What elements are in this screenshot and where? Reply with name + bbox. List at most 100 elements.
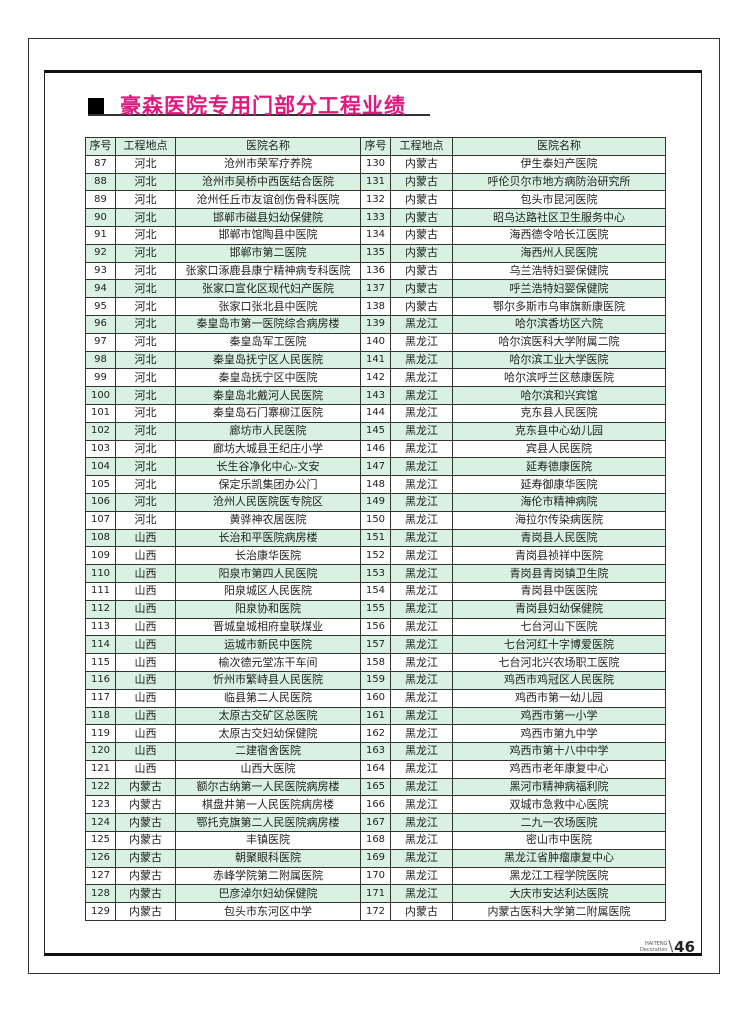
cell-location: 河北 (115, 350, 176, 370)
cell-seq: 168 (360, 831, 391, 850)
cell-location: 内蒙古 (390, 172, 453, 192)
cell-hospital-name: 鸡西市第十八中中学 (452, 742, 666, 761)
cell-seq: 140 (360, 332, 391, 352)
cell-location: 内蒙古 (390, 297, 453, 316)
cell-seq: 105 (85, 475, 116, 494)
cell-hospital-name: 延寿御康华医院 (452, 475, 666, 494)
cell-seq: 114 (85, 635, 116, 655)
cell-hospital-name: 哈尔滨呼兰区慈康医院 (452, 368, 666, 388)
cell-location: 黑龙江 (390, 492, 453, 512)
cell-seq: 144 (360, 403, 391, 423)
cell-hospital-name: 秦皇岛抚宁区人民医院 (175, 350, 361, 370)
cell-location: 内蒙古 (115, 866, 176, 886)
table-row: 94 河北 张家口宣化区现代妇产医院 137 内蒙古 呼兰浩特妇婴保健院 (85, 279, 666, 299)
cell-seq: 104 (85, 457, 116, 477)
cell-seq: 129 (85, 902, 116, 922)
slash-divider: \ (668, 939, 674, 955)
cell-hospital-name: 海伦市精神病院 (452, 492, 666, 512)
cell-seq: 132 (360, 190, 391, 210)
table-row: 102 河北 廊坊市人民医院 145 黑龙江 克东县中心幼儿园 (85, 421, 666, 441)
cell-seq: 128 (85, 884, 116, 904)
cell-location: 河北 (115, 332, 176, 352)
cell-seq: 157 (360, 635, 391, 655)
cell-hospital-name: 丰镇医院 (175, 831, 361, 850)
cell-seq: 92 (85, 243, 116, 263)
cell-location: 黑龙江 (390, 581, 453, 601)
cell-hospital-name: 张家口张北县中医院 (175, 297, 361, 316)
cell-location: 黑龙江 (390, 866, 453, 886)
table-row: 124 内蒙古 鄂托克旗第二人民医院病房楼 167 黑龙江 二九一农场医院 (85, 813, 666, 833)
cell-seq: 125 (85, 831, 116, 850)
cell-hospital-name: 黑龙江工程学院医院 (452, 866, 666, 886)
cell-location: 黑龙江 (390, 831, 453, 850)
table-row: 115 山西 榆次德元堂冻干车间 158 黑龙江 七台河北兴农场职工医院 (85, 653, 666, 672)
table-row: 109 山西 长治康华医院 152 黑龙江 青岗县祯祥中医院 (85, 546, 666, 566)
cell-seq: 87 (85, 154, 116, 174)
cell-seq: 89 (85, 190, 116, 210)
cell-location: 黑龙江 (390, 635, 453, 655)
table-row: 97 河北 秦皇岛军工医院 140 黑龙江 哈尔滨医科大学附属二院 (85, 332, 666, 352)
cell-hospital-name: 哈尔滨香坊区六院 (452, 314, 666, 334)
cell-location: 黑龙江 (390, 670, 453, 690)
cell-hospital-name: 青岗县妇幼保健院 (452, 599, 666, 619)
cell-hospital-name: 鸡西市第九中学 (452, 724, 666, 744)
cell-seq: 126 (85, 848, 116, 868)
cell-seq: 121 (85, 759, 116, 779)
cell-seq: 165 (360, 777, 391, 797)
cell-seq: 170 (360, 866, 391, 886)
cell-seq: 103 (85, 439, 116, 459)
cell-location: 河北 (115, 439, 176, 459)
cell-seq: 88 (85, 172, 116, 192)
cell-location: 山西 (115, 564, 176, 583)
cell-location: 黑龙江 (390, 510, 453, 530)
title-block: 豪森医院专用门部分工程业绩 (88, 92, 430, 118)
cell-location: 内蒙古 (115, 884, 176, 904)
table-row: 90 河北 邯郸市磁县妇幼保健院 133 内蒙古 昭乌达路社区卫生服务中心 (85, 208, 666, 227)
cell-location: 河北 (115, 403, 176, 423)
cell-hospital-name: 乌兰浩特妇婴保健院 (452, 261, 666, 281)
cell-location: 河北 (115, 279, 176, 299)
cell-location: 黑龙江 (390, 777, 453, 797)
cell-seq: 156 (360, 617, 391, 637)
cell-hospital-name: 廊坊大城县王纪庄小学 (175, 439, 361, 459)
table-row: 93 河北 张家口涿鹿县康宁精神病专科医院 136 内蒙古 乌兰浩特妇婴保健院 (85, 261, 666, 281)
cell-seq: 97 (85, 332, 116, 352)
cell-seq: 162 (360, 724, 391, 744)
cell-hospital-name: 巴彦淖尔妇幼保健院 (175, 884, 361, 904)
cell-hospital-name: 鸡西市第一小学 (452, 706, 666, 726)
cell-seq: 106 (85, 492, 116, 512)
cell-hospital-name: 内蒙古医科大学第二附属医院 (452, 902, 666, 922)
cell-location: 黑龙江 (390, 314, 453, 334)
cell-hospital-name: 鄂尔多斯市乌审旗新康医院 (452, 297, 666, 316)
cell-location: 黑龙江 (390, 653, 453, 672)
cell-hospital-name: 克东县人民医院 (452, 403, 666, 423)
cell-seq: 171 (360, 884, 391, 904)
cell-seq: 117 (85, 688, 116, 708)
cell-seq: 141 (360, 350, 391, 370)
table-row: 106 河北 沧州人民医院医专院区 149 黑龙江 海伦市精神病院 (85, 492, 666, 512)
cell-location: 山西 (115, 759, 176, 779)
page-footer: HAITENG Decoration \ 46 (640, 938, 695, 956)
cell-hospital-name: 青岗县青岗镇卫生院 (452, 564, 666, 583)
cell-hospital-name: 秦皇岛市第一医院综合病房楼 (175, 314, 361, 334)
cell-location: 黑龙江 (390, 475, 453, 494)
outer-frame (28, 38, 720, 974)
cell-hospital-name: 宾县人民医院 (452, 439, 666, 459)
table-row: 119 山西 太原古交妇幼保健院 162 黑龙江 鸡西市第九中学 (85, 724, 666, 744)
cell-seq: 137 (360, 279, 391, 299)
cell-seq: 135 (360, 243, 391, 263)
cell-seq: 127 (85, 866, 116, 886)
cell-seq: 139 (360, 314, 391, 334)
table-row: 89 河北 沧州任丘市友谊创伤骨科医院 132 内蒙古 包头市昆河医院 (85, 190, 666, 210)
cell-location: 内蒙古 (390, 154, 453, 174)
cell-hospital-name: 包头市昆河医院 (452, 190, 666, 210)
cell-seq: 133 (360, 208, 391, 227)
cell-seq: 163 (360, 742, 391, 761)
cell-seq: 122 (85, 777, 116, 797)
table-row: 118 山西 太原古交矿区总医院 161 黑龙江 鸡西市第一小学 (85, 706, 666, 726)
cell-seq: 107 (85, 510, 116, 530)
cell-hospital-name: 海拉尔传染病医院 (452, 510, 666, 530)
cell-location: 内蒙古 (390, 190, 453, 210)
cell-seq: 150 (360, 510, 391, 530)
cell-location: 河北 (115, 225, 176, 245)
